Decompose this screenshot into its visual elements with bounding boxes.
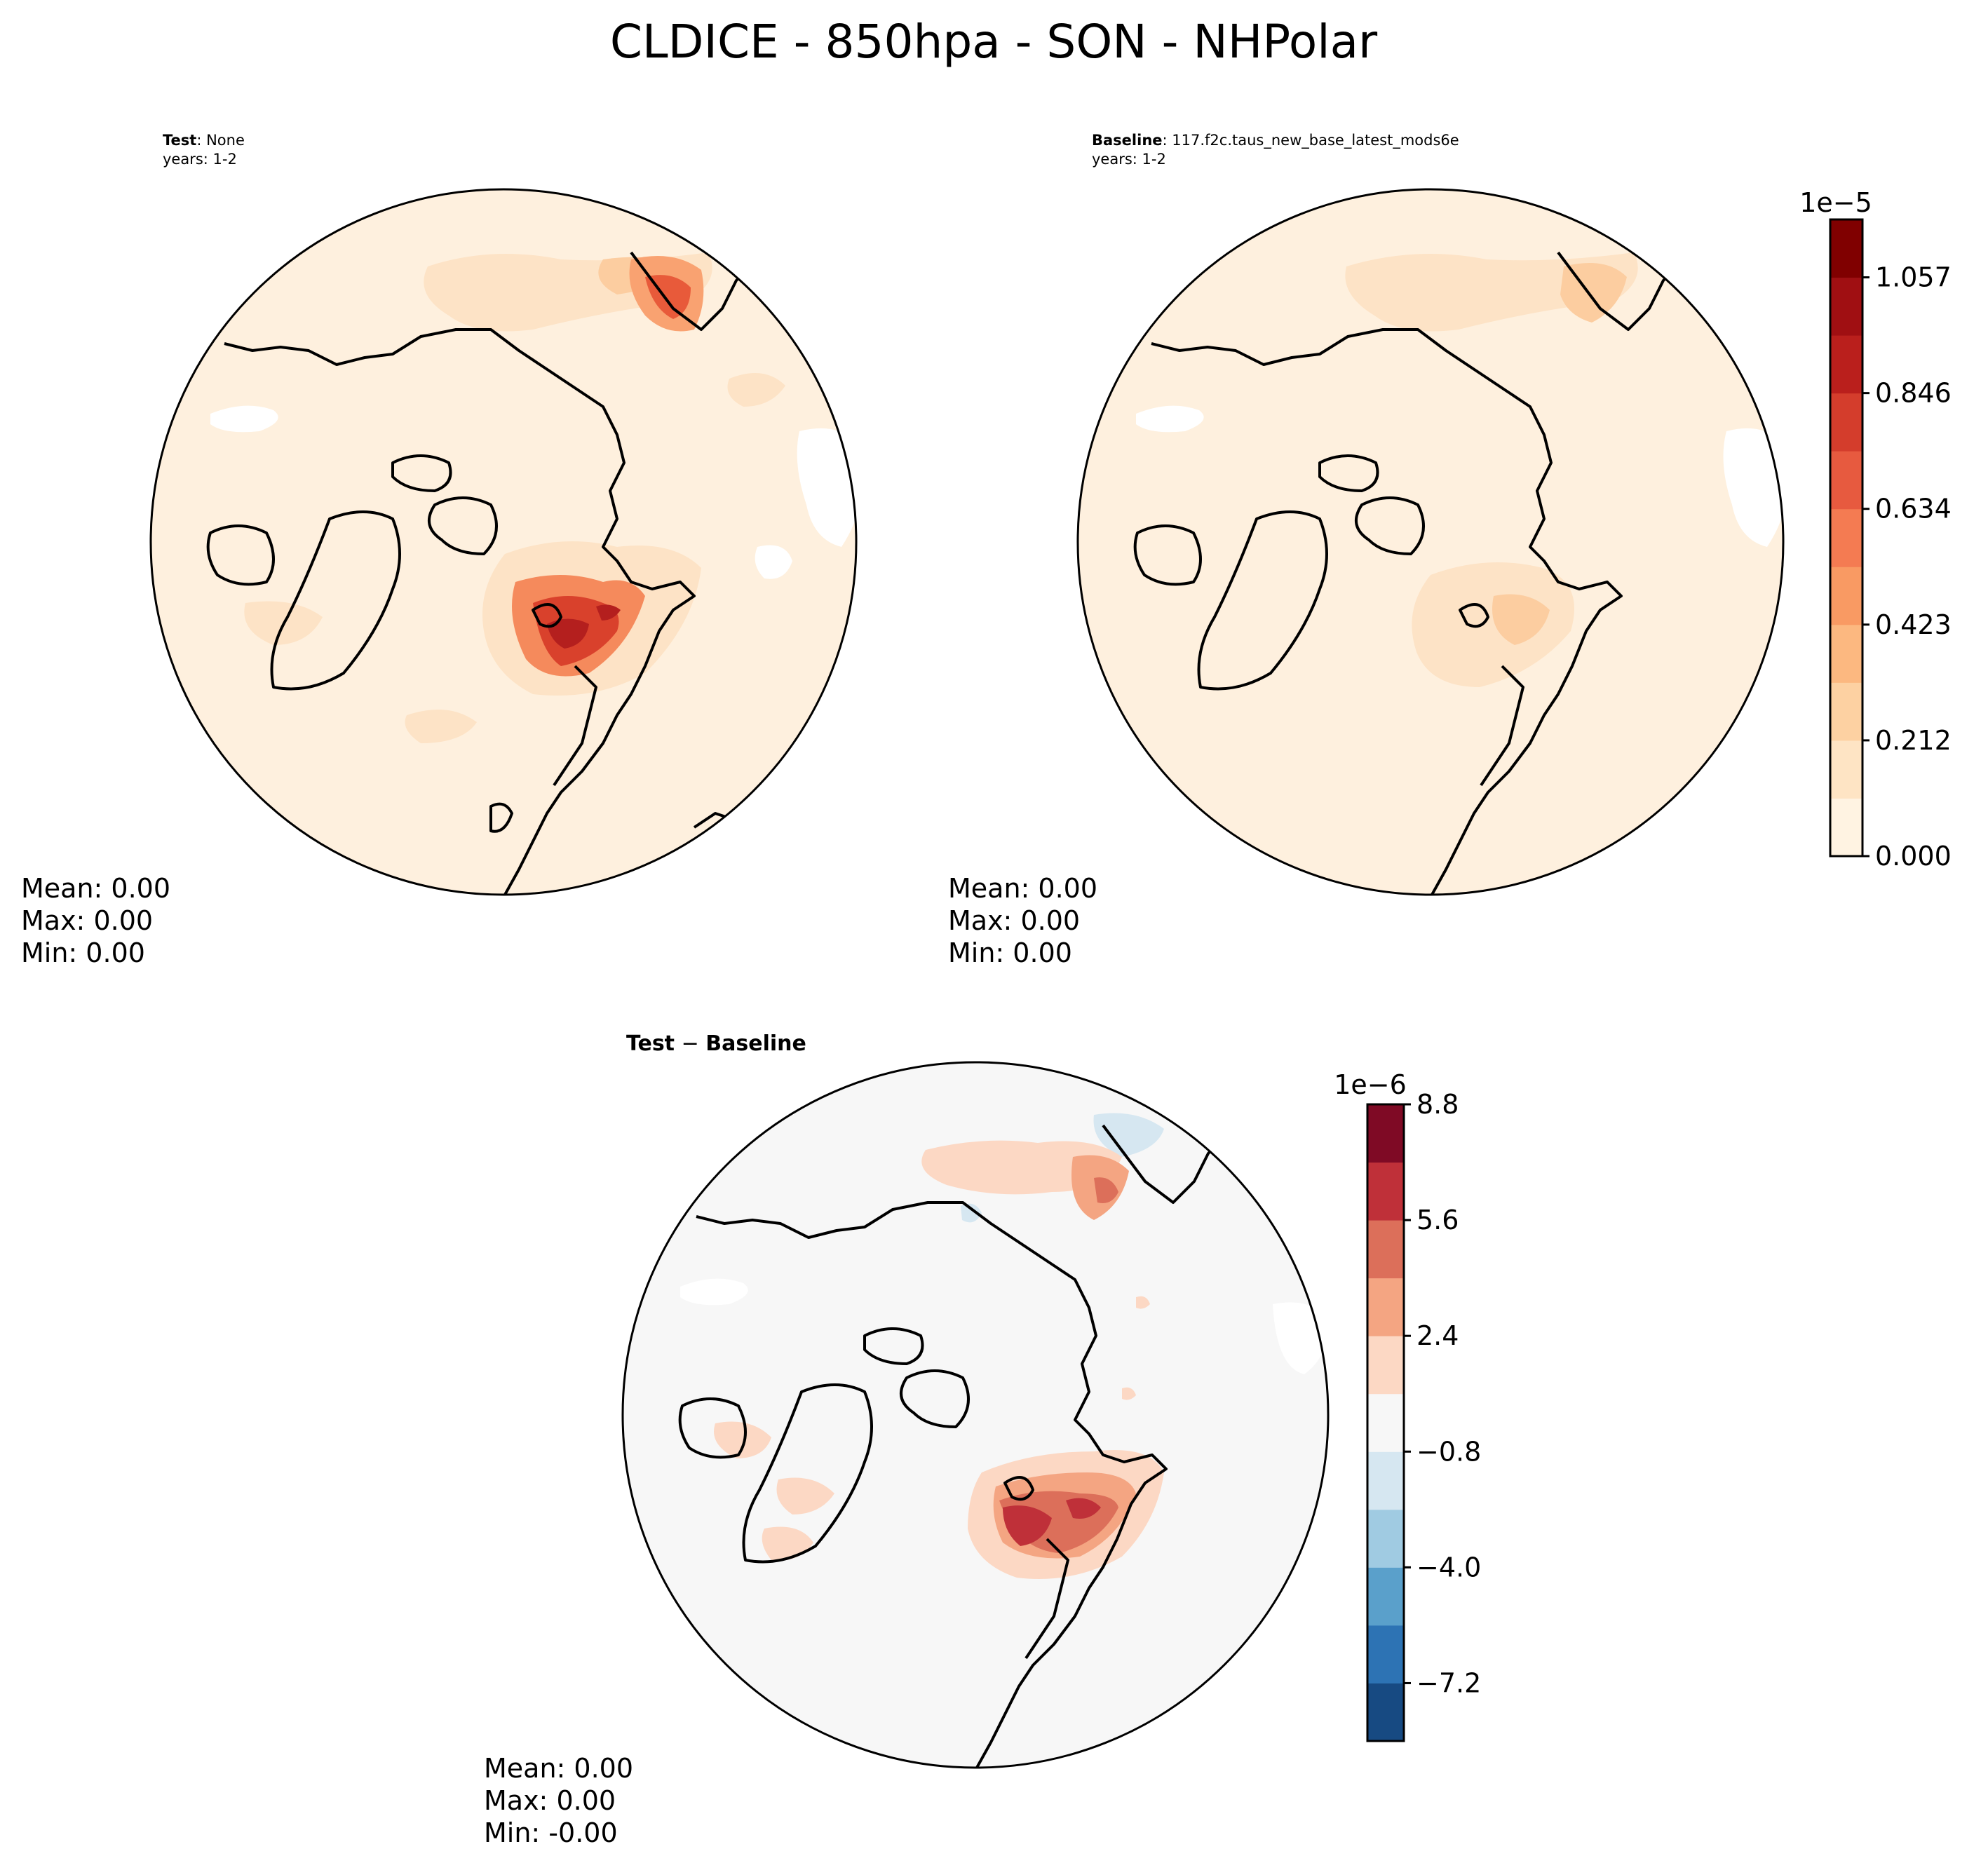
baseline-years: years: 1-2 [1092, 151, 1166, 168]
main-colorbar-segment [1830, 740, 1862, 799]
panel-test: Test: None years: 1-2 [21, 132, 858, 968]
diff-colorbar-segment [1367, 1509, 1404, 1568]
baseline-map-background [1078, 189, 1783, 895]
diff-map-boundary [621, 1061, 1330, 1769]
diff-colorbar-segment [1367, 1162, 1404, 1221]
main-colorbar-segment [1830, 798, 1862, 857]
test-case-name: : None [196, 132, 245, 149]
test-contours [210, 252, 856, 743]
main-colorbar-segment [1830, 335, 1862, 394]
main-colorbar-frame [1829, 218, 1864, 858]
main-colorbar-segment [1830, 451, 1862, 510]
diff-label-minus: − [675, 1031, 705, 1056]
main-colorbar-segment [1830, 219, 1862, 278]
main-colorbar-segment [1830, 508, 1862, 567]
main-colorbar-segment [1830, 624, 1862, 683]
diff-colorbar-segment [1367, 1567, 1404, 1626]
baseline-stat-mean: Mean: 0.00 [948, 873, 1097, 904]
test-map-background [151, 189, 856, 895]
test-coastlines [206, 251, 752, 895]
diff-label-test: Test [626, 1031, 675, 1056]
baseline-coastlines [1133, 251, 1679, 895]
main-colorbar-exponent: 1e−5 [1799, 187, 1872, 218]
diff-colorbar-segment [1367, 1393, 1404, 1452]
diff-map-background [623, 1062, 1328, 1768]
main-colorbar-tick-label: 0.212 [1875, 725, 1952, 756]
test-map-boundary [149, 188, 858, 896]
test-stat-mean: Mean: 0.00 [21, 873, 170, 904]
panel-baseline: Baseline: 117.f2c.taus_new_base_latest_m… [948, 132, 1785, 968]
diff-colorbar-tick-label: 2.4 [1416, 1320, 1459, 1351]
test-stat-min: Min: 0.00 [21, 937, 145, 968]
main-colorbar: 1e−5 0.000 0.212 0.423 0.634 0.846 1.057 [1799, 187, 1952, 872]
diff-colorbar-frame [1366, 1103, 1405, 1742]
diff-colorbar-segment [1367, 1220, 1404, 1279]
diff-colorbar-tick-label: −4.0 [1416, 1552, 1481, 1583]
main-colorbar-tick-label: 0.634 [1875, 494, 1952, 524]
diff-colorbar-tick-label: 5.6 [1416, 1205, 1459, 1235]
diff-label-baseline: Baseline [705, 1031, 806, 1056]
diff-colorbar-exponent: 1e−6 [1334, 1069, 1407, 1100]
baseline-label: Baseline [1092, 132, 1163, 149]
diff-colorbar-segment [1367, 1683, 1404, 1742]
diff-colorbar: 1e−6 −7.2 −4.0 −0.8 2.4 5.6 8.8 [1334, 1069, 1481, 1742]
main-colorbar-tick-label: 0.423 [1875, 609, 1952, 640]
diff-coastlines [678, 1124, 1224, 1768]
diff-colorbar-segment [1367, 1336, 1404, 1395]
diff-colorbar-segment [1367, 1625, 1404, 1683]
diff-colorbar-tick-label: 8.8 [1416, 1089, 1459, 1120]
diff-contours [680, 1113, 1327, 1579]
main-colorbar-segment [1830, 567, 1862, 625]
panel-diff: Test − Baseline [484, 1031, 1330, 1848]
main-colorbar-segment [1830, 393, 1862, 452]
diff-stat-max: Max: 0.00 [484, 1785, 616, 1816]
figure-title: CLDICE - 850hpa - SON - NHPolar [610, 15, 1378, 69]
diff-stat-mean: Mean: 0.00 [484, 1753, 633, 1784]
baseline-stat-max: Max: 0.00 [948, 905, 1080, 936]
test-years: years: 1-2 [163, 151, 237, 168]
svg-text:Test: None: Test: None [163, 132, 245, 149]
main-colorbar-segment [1830, 277, 1862, 336]
baseline-case-name: : 117.f2c.taus_new_base_latest_mods6e [1163, 132, 1459, 149]
test-stat-max: Max: 0.00 [21, 905, 153, 936]
main-colorbar-tick-label: 0.000 [1875, 841, 1952, 872]
diff-colorbar-segment [1367, 1104, 1404, 1163]
diff-colorbar-segment [1367, 1451, 1404, 1510]
diff-stat-min: Min: -0.00 [484, 1817, 618, 1848]
baseline-stat-min: Min: 0.00 [948, 937, 1072, 968]
svg-text:Test − Baseline: Test − Baseline [626, 1031, 806, 1056]
test-map [151, 189, 856, 895]
main-colorbar-tick-label: 0.846 [1875, 378, 1952, 409]
baseline-map-boundary [1076, 188, 1785, 896]
main-colorbar-tick-label: 1.057 [1875, 262, 1952, 293]
diff-colorbar-segment [1367, 1278, 1404, 1336]
diff-colorbar-tick-label: −0.8 [1416, 1436, 1481, 1467]
diff-map [623, 1062, 1328, 1768]
diff-colorbar-tick-label: −7.2 [1416, 1667, 1481, 1698]
main-colorbar-segment [1830, 682, 1862, 741]
svg-text:Baseline: 117.f2c.taus_new_bas: Baseline: 117.f2c.taus_new_base_latest_m… [1092, 132, 1459, 149]
test-label: Test [163, 132, 196, 149]
